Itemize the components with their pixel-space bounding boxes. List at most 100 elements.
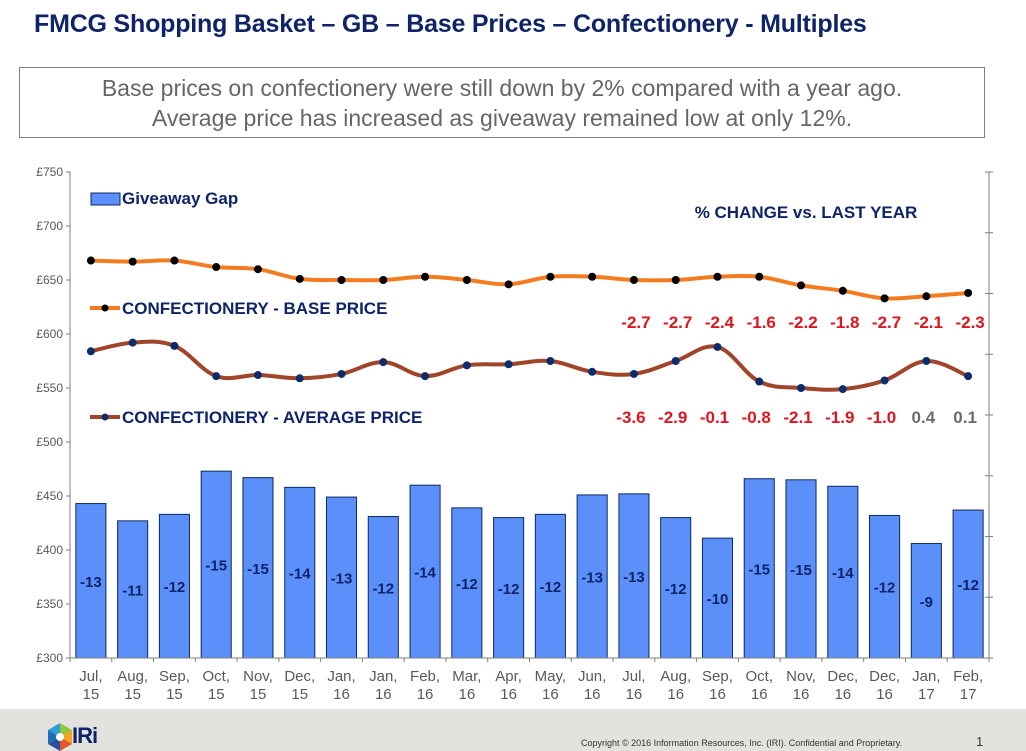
- x-tick-label-year: 17: [918, 686, 935, 703]
- x-tick-label-month: Dec,: [827, 668, 858, 685]
- x-tick-label-month: Aug,: [660, 668, 691, 685]
- x-tick-label-month: Jan,: [912, 668, 940, 685]
- footer: IRi Copyright © 2016 Information Resourc…: [0, 709, 1026, 751]
- x-tick-label-month: Jul,: [79, 668, 102, 685]
- base-price-change-label: -1.8: [830, 313, 859, 332]
- average-price-point: [546, 357, 555, 365]
- x-tick-label-year: 16: [626, 686, 643, 703]
- bar-giveaway-gap: [117, 520, 149, 659]
- x-tick-label-year: 15: [208, 686, 225, 703]
- bar-data-label: -12: [874, 580, 896, 597]
- bar-giveaway-gap: [284, 486, 316, 659]
- y-tick-label: £350: [36, 597, 63, 611]
- base-price-point: [86, 256, 95, 265]
- legend: Giveaway Gap CONFECTIONERY - BASE PRICE …: [90, 189, 422, 427]
- legend-label-giveaway-gap: Giveaway Gap: [122, 189, 238, 208]
- lines-layer: [86, 256, 973, 394]
- bar-data-label: -14: [832, 565, 854, 582]
- legend-swatch-average-price-marker: [101, 413, 109, 421]
- x-tick-label-month: Aug,: [117, 668, 148, 685]
- base-price-change-label: -2.4: [705, 313, 735, 332]
- bar-data-label: -12: [498, 581, 520, 598]
- bar-data-label: -12: [665, 581, 687, 598]
- x-tick-label-month: Jun,: [578, 668, 606, 685]
- base-price-point: [797, 281, 806, 290]
- average-price-change-label: -2.9: [658, 408, 687, 427]
- bar-data-label: -13: [581, 569, 603, 586]
- bar-giveaway-gap: [910, 543, 942, 659]
- base-price-point: [379, 276, 388, 284]
- x-tick-label-year: 16: [793, 686, 810, 703]
- base-price-point: [421, 272, 430, 281]
- base-price-point: [588, 272, 597, 281]
- base-price-point: [671, 276, 680, 284]
- summary-box: Base prices on confectionery were still …: [19, 67, 985, 138]
- x-tick-label-year: 16: [709, 686, 726, 703]
- x-tick-label-year: 16: [667, 686, 684, 703]
- x-tick-label-month: Dec,: [284, 668, 315, 685]
- bar-giveaway-gap: [743, 478, 775, 659]
- base-price-change-label: -2.7: [663, 313, 692, 332]
- x-tick-label-year: 16: [542, 686, 559, 703]
- base-price-point: [462, 276, 471, 284]
- bar-giveaway-gap: [618, 493, 650, 659]
- x-tick-label-year: 16: [751, 686, 768, 703]
- average-price-point: [170, 341, 179, 350]
- legend-swatch-giveaway-gap: [90, 192, 121, 206]
- average-price-point: [253, 371, 262, 380]
- base-price-point: [922, 292, 931, 301]
- y-tick-label: £400: [36, 543, 63, 557]
- base-price-point: [504, 280, 513, 289]
- x-tick-label-year: 15: [250, 686, 267, 703]
- legend-label-average-price: CONFECTIONERY - AVERAGE PRICE: [122, 408, 422, 427]
- x-tick-label-month: Nov,: [243, 668, 273, 685]
- base-price-point: [713, 272, 722, 281]
- base-price-change-label: -2.3: [955, 313, 984, 332]
- average-price-point: [128, 338, 137, 347]
- x-tick-label-year: 16: [417, 686, 434, 703]
- bar-giveaway-gap: [952, 509, 984, 659]
- bar-giveaway-gap: [869, 514, 901, 659]
- summary-line-2: Average price has increased as giveaway …: [151, 105, 853, 131]
- bars-layer: [75, 470, 984, 659]
- x-tick-label-month: Sep,: [702, 668, 733, 685]
- bar-data-label: -13: [80, 574, 102, 591]
- bar-data-label: -12: [456, 576, 478, 593]
- bar-data-label: -13: [623, 569, 645, 586]
- bar-giveaway-gap: [242, 477, 274, 659]
- x-tick-label-month: Jan,: [327, 668, 355, 685]
- bar-giveaway-gap: [75, 503, 107, 659]
- bar-data-label: -15: [247, 561, 269, 578]
- x-tick-label-month: Oct,: [745, 668, 773, 685]
- average-price-point: [629, 369, 638, 378]
- x-tick-label-month: Sep,: [159, 668, 190, 685]
- x-tick-label-year: 15: [124, 686, 141, 703]
- bar-data-label: -13: [331, 571, 353, 588]
- x-tick-label-month: Jan,: [369, 668, 397, 685]
- x-tick-label-month: Feb,: [953, 668, 983, 685]
- x-tick-label-month: May,: [535, 668, 566, 685]
- base-price-point: [546, 272, 555, 281]
- page-title: FMCG Shopping Basket – GB – Base Prices …: [34, 10, 867, 38]
- bar-data-label: -12: [372, 580, 394, 597]
- base-price-line: [88, 258, 971, 301]
- base-price-change-label: -2.7: [621, 313, 650, 332]
- average-price-point: [838, 385, 847, 394]
- x-tick-label-year: 15: [166, 686, 183, 703]
- x-tick-label-month: Mar,: [452, 668, 481, 685]
- average-price-point: [504, 360, 513, 369]
- base-price-change-label: -2.2: [788, 313, 817, 332]
- base-price-point: [295, 274, 304, 283]
- average-price-point: [880, 376, 889, 385]
- bar-giveaway-gap: [660, 517, 692, 659]
- y-tick-label: £300: [36, 651, 63, 665]
- bar-data-label: -12: [957, 577, 979, 594]
- bar-giveaway-gap: [701, 537, 734, 659]
- average-price-point: [212, 372, 221, 381]
- x-tick-label-year: 16: [333, 686, 350, 703]
- bar-giveaway-gap: [325, 496, 358, 659]
- bar-data-label: -9: [920, 594, 933, 611]
- average-price-point: [421, 372, 430, 381]
- average-price-change-label: -3.6: [616, 408, 645, 427]
- average-price-point: [755, 377, 764, 386]
